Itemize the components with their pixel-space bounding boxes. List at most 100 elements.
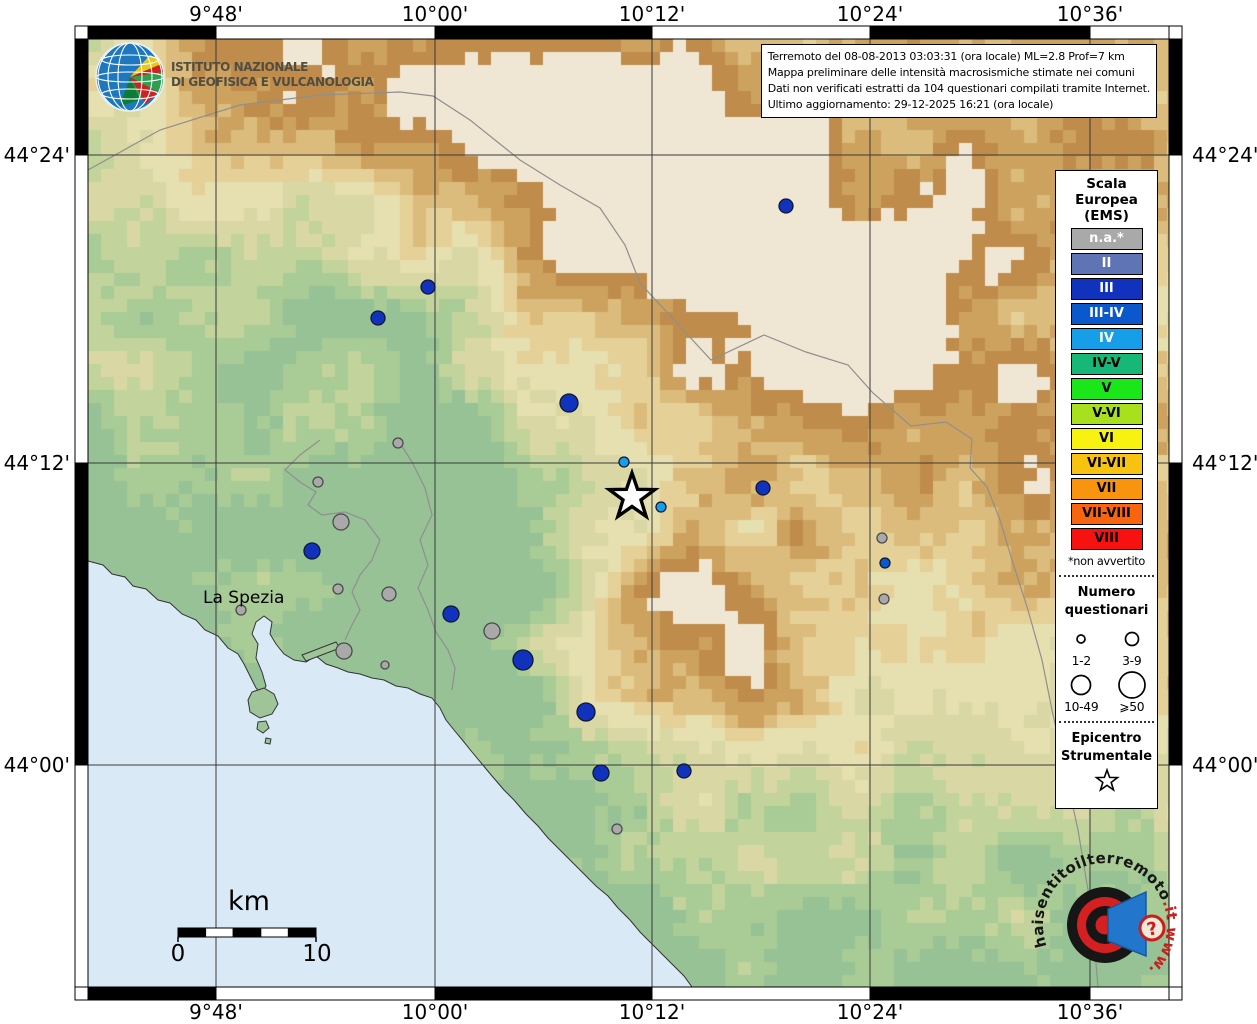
island	[247, 687, 279, 719]
ems-swatch-vvi: V-VI	[1070, 403, 1143, 425]
questionnaire-size-sample: 1-2	[1056, 624, 1107, 668]
frame-segment	[74, 986, 217, 1001]
ems-swatch-iiiiv: III-IV	[1070, 303, 1143, 325]
map-point-iii	[559, 393, 579, 413]
island	[256, 720, 270, 734]
frame-segment	[1089, 986, 1183, 1001]
axis-label-top: 10°12'	[618, 2, 686, 26]
scalebar-segment	[177, 927, 207, 938]
frame-segment	[651, 25, 871, 40]
scalebar-segment	[260, 927, 289, 938]
axis-label-left: 44°24'	[3, 143, 70, 167]
map-point-iii	[676, 763, 692, 779]
frame-corner	[1168, 25, 1183, 40]
ems-swatch-iv: IV	[1070, 328, 1143, 350]
frame-segment	[74, 462, 89, 766]
city-label-la-spezia: La Spezia	[203, 588, 285, 608]
ems-swatch-ivv: IV-V	[1070, 353, 1143, 375]
info-line-updated: Ultimo aggiornamento: 29-12-2025 16:21 (…	[767, 98, 1054, 111]
questionnaire-title-line1: Numero	[1077, 585, 1136, 600]
map-point-na	[611, 823, 623, 835]
admin-boundary	[284, 439, 381, 641]
map-point-na	[332, 583, 344, 595]
scalebar-segment	[232, 927, 262, 938]
scalebar-min-label: 0	[170, 941, 186, 967]
scalebar-segment	[205, 927, 234, 938]
ems-swatch-ii: II	[1070, 253, 1143, 275]
axis-label-left: 44°00'	[3, 753, 70, 777]
axis-label-top: 10°00'	[401, 2, 469, 26]
axis-label-right: 44°12'	[1192, 451, 1257, 475]
frame-corner	[74, 25, 89, 40]
map-point-na	[335, 642, 353, 660]
frame-segment	[651, 986, 871, 1001]
frame-segment	[1168, 25, 1183, 156]
epicenter-star	[604, 467, 660, 521]
earthquake-info-box: Terremoto del 08-08-2013 03:03:31 (ora l…	[760, 44, 1157, 118]
map-point-na	[312, 476, 324, 488]
axis-label-top: 9°48'	[189, 2, 243, 26]
ems-legend-panel: Scala Europea (EMS) n.a.* II III III-IV IV IV…	[1055, 170, 1158, 809]
ingv-brand-line2: DI GEOFISICA E VULCANOLOGIA	[171, 75, 374, 89]
legend-title-line1: Scala	[1086, 176, 1127, 192]
map-point-na	[392, 437, 404, 449]
ingv-brand-text: ISTITUTO NAZIONALE DI GEOFISICA E VULCAN…	[171, 60, 374, 90]
sea	[88, 561, 692, 987]
epicenter-title-line1: Epicentro	[1071, 731, 1142, 746]
questionnaire-title-line2: questionari	[1064, 603, 1149, 618]
questionnaire-size-samples: 1-2 3-9 10-49 ⩾50	[1056, 624, 1157, 714]
axis-label-left: 44°12'	[3, 451, 70, 475]
map-point-iii	[442, 605, 460, 623]
map-point-iii	[778, 198, 794, 214]
map-point-na	[876, 532, 888, 544]
axis-label-bottom: 10°36'	[1056, 1000, 1124, 1024]
admin-boundary	[87, 91, 1099, 988]
info-line-event: Terremoto del 08-08-2013 03:03:31 (ora l…	[767, 50, 1125, 63]
axis-label-bottom: 10°24'	[836, 1000, 904, 1024]
frame-segment	[1168, 462, 1183, 766]
frame-segment	[74, 25, 217, 40]
questionnaire-size-sample: 10-49	[1056, 670, 1107, 714]
admin-boundary	[397, 439, 456, 691]
frame-segment	[74, 154, 89, 464]
legend-title-line3: (EMS)	[1084, 208, 1129, 224]
legend-divider-1	[1059, 575, 1154, 577]
legend-title-line2: Europea	[1075, 192, 1138, 208]
map-point-iii	[370, 310, 386, 326]
watermark-haisentitoilterremoto-logo: haisentitoilterremoto.it www.?	[1029, 849, 1181, 979]
axis-label-right: 44°00'	[1192, 753, 1257, 777]
map-point-iii	[303, 542, 321, 560]
map-point-iv	[655, 501, 667, 513]
frame-corner	[1168, 986, 1183, 1001]
watermark-question-mark: ?	[1145, 918, 1160, 941]
ems-swatch-vivii: VI-VII	[1070, 453, 1143, 475]
frame-segment	[215, 25, 436, 40]
ems-swatch-iii: III	[1070, 278, 1143, 300]
frame-corner	[74, 986, 89, 1001]
island	[301, 641, 341, 662]
axis-label-bottom: 10°12'	[618, 1000, 686, 1024]
frame-segment	[74, 25, 89, 156]
axis-label-right: 44°24'	[1192, 143, 1257, 167]
frame-segment	[434, 25, 653, 40]
scalebar-unit-label: km	[228, 886, 270, 917]
axis-label-bottom: 10°00'	[401, 1000, 469, 1024]
info-line-data-source: Dati non verificati estratti da 104 ques…	[767, 82, 1150, 95]
ingv-brand-line1: ISTITUTO NAZIONALE	[171, 60, 308, 74]
axis-label-bottom: 9°48'	[189, 1000, 243, 1024]
map-point-na	[332, 513, 350, 531]
frame-segment	[1168, 764, 1183, 1001]
epicenter-title: Epicentro Strumentale	[1056, 730, 1157, 766]
info-line-map-type: Mappa preliminare delle intensità macros…	[767, 66, 1135, 79]
ems-swatch-viii: VIII	[1070, 528, 1143, 550]
ems-swatch-vii: VII	[1070, 478, 1143, 500]
scalebar-segment	[287, 927, 317, 938]
frame-segment	[434, 986, 653, 1001]
map-point-iii	[512, 649, 534, 671]
questionnaire-size-sample: 3-9	[1107, 624, 1158, 668]
map-point-na	[381, 586, 397, 602]
ems-swatch-v: V	[1070, 378, 1143, 400]
map-point-iii	[592, 764, 610, 782]
frame-segment	[1089, 25, 1183, 40]
